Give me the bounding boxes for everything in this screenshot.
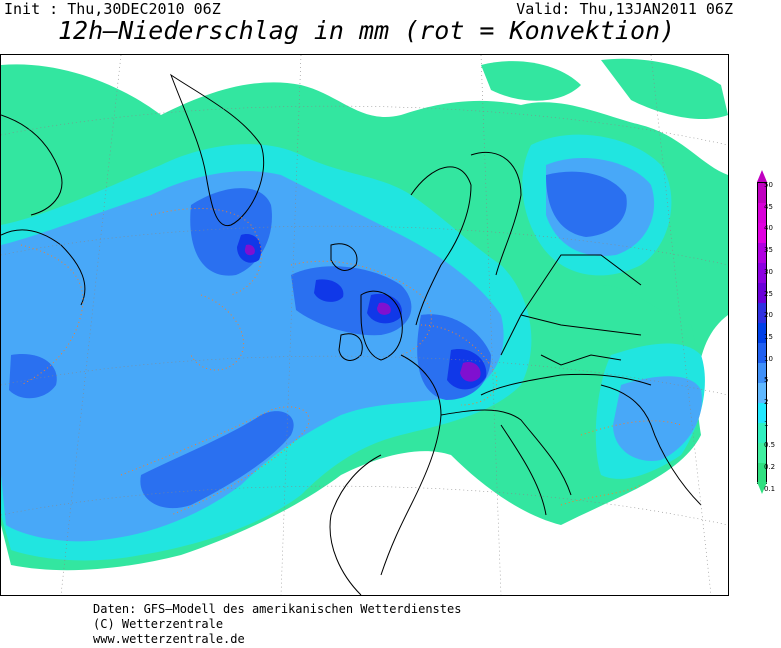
- footer-credits: Daten: GFS–Modell des amerikanischen Wet…: [93, 602, 461, 647]
- graticule: [1, 55, 728, 595]
- legend-label: 45: [764, 202, 773, 211]
- legend-label: 50: [764, 181, 773, 189]
- legend-tip-top: [757, 170, 767, 182]
- footer-website: www.wetterzentrale.de: [93, 632, 245, 646]
- legend-swatch: [758, 303, 766, 323]
- legend-label: 15: [764, 332, 773, 341]
- legend-swatch: [758, 423, 766, 443]
- legend-label: 30: [764, 267, 773, 276]
- precip-deep-area: [9, 171, 627, 509]
- legend-swatch: [758, 463, 766, 483]
- footer-copyright: (C) Wetterzentrale: [93, 617, 224, 631]
- footer-data-source: Daten: GFS–Modell des amerikanischen Wet…: [93, 602, 462, 616]
- legend-label: 0.5: [764, 441, 776, 450]
- legend-label: 25: [764, 289, 773, 298]
- convection-dots: [20, 208, 682, 516]
- legend-label: 10: [764, 354, 773, 363]
- legend-swatch: [758, 443, 766, 463]
- legend-swatch: [758, 383, 766, 403]
- legend-swatch: [758, 403, 766, 423]
- legend-tip-bottom: [757, 482, 767, 494]
- legend-label: 1: [764, 419, 769, 428]
- legend-swatch: [758, 363, 766, 383]
- map-title: 12h–Niederschlag in mm (rot = Konvektion…: [58, 16, 676, 45]
- legend-swatch: [758, 223, 766, 243]
- map-canvas: [1, 55, 728, 595]
- legend-swatch: [758, 263, 766, 283]
- legend-label: 40: [764, 224, 773, 233]
- precipitation-legend: [757, 170, 767, 496]
- legend-label: 20: [764, 311, 773, 320]
- legend-label: 0.2: [764, 463, 776, 472]
- legend-swatch: [758, 243, 766, 263]
- legend-swatch: [758, 283, 766, 303]
- legend-label: 5: [764, 376, 769, 385]
- legend-label: 0.1: [764, 484, 776, 493]
- legend-label: 35: [764, 246, 773, 255]
- legend-swatch: [758, 323, 766, 343]
- valid-time: Valid: Thu,13JAN2011 06Z: [516, 0, 733, 18]
- precipitation-map: [0, 54, 729, 596]
- init-time: Init : Thu,30DEC2010 06Z: [4, 0, 221, 18]
- legend-swatch: [758, 203, 766, 223]
- coastlines: [1, 73, 702, 595]
- legend-swatch: [758, 183, 766, 203]
- legend-label: 2: [764, 398, 769, 406]
- legend-swatch: [758, 343, 766, 363]
- legend-color-bar: [757, 182, 767, 484]
- precip-peak-area: [244, 244, 481, 382]
